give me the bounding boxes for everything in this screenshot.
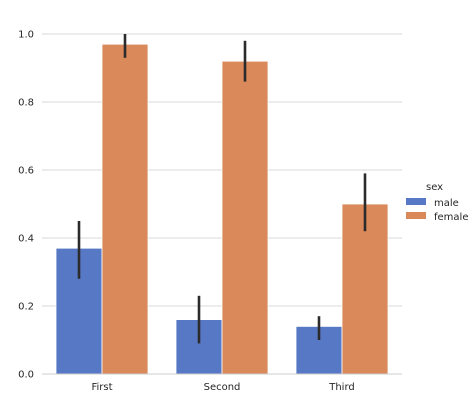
bar-female-second — [221, 60, 269, 375]
legend-swatch-female — [406, 212, 426, 219]
y-tick-label: 0.0 — [18, 370, 34, 381]
x-tick-label: First — [91, 382, 112, 393]
x-tick-label: Third — [328, 382, 355, 393]
error-bars — [77, 34, 367, 344]
y-tick-label: 0.6 — [18, 166, 34, 177]
legend-title: sex — [426, 182, 443, 193]
legend-label-male: male — [434, 198, 459, 209]
x-tick-label: Second — [204, 382, 241, 393]
bars — [55, 43, 389, 375]
bar-female-first — [101, 43, 149, 375]
y-tick-label: 1.0 — [18, 30, 34, 41]
y-tick-label: 0.8 — [18, 98, 34, 109]
y-tick-label: 0.4 — [18, 234, 34, 245]
legend: sex male female — [406, 182, 468, 223]
legend-swatch-male — [406, 198, 426, 205]
y-tick-label: 0.2 — [18, 302, 34, 313]
legend-label-female: female — [434, 212, 468, 223]
axes: 0.0 0.2 0.4 0.6 0.8 1.0 First Second Third — [18, 30, 402, 393]
